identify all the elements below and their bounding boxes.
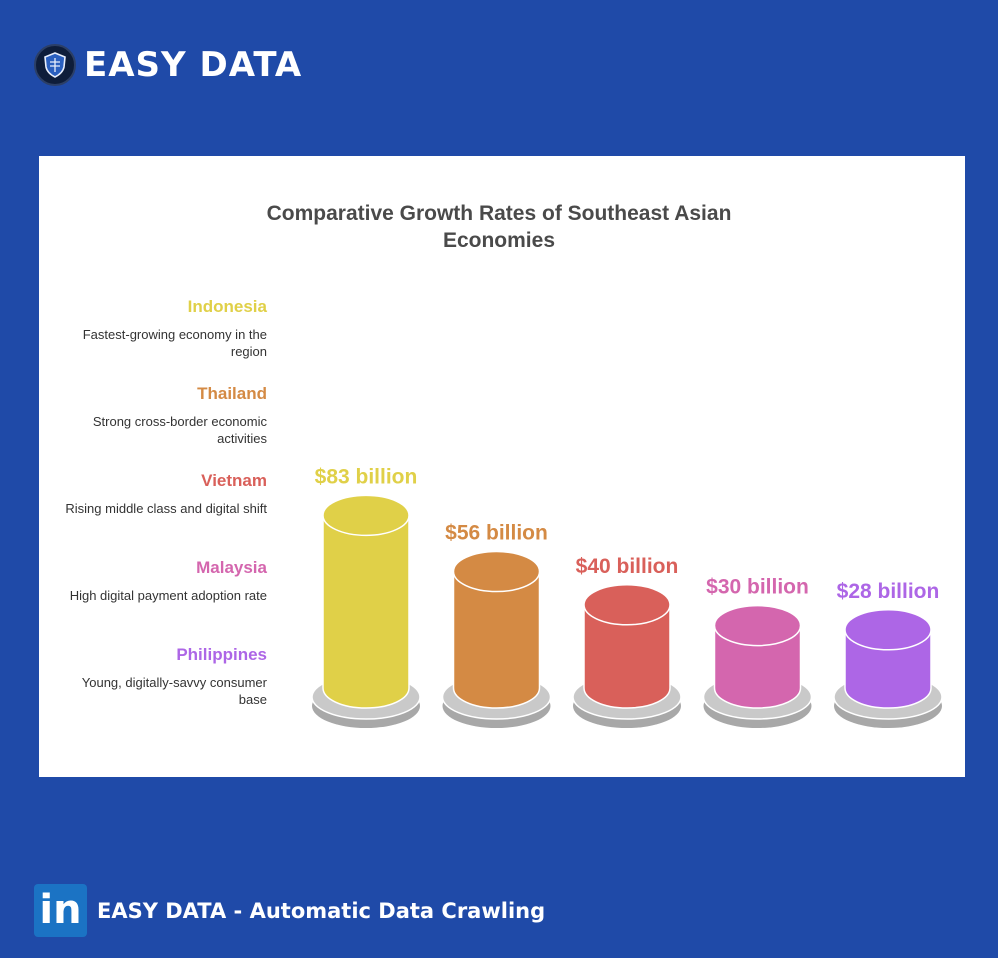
brand-header: EASY DATA [34, 44, 302, 86]
linkedin-icon[interactable]: in [34, 884, 87, 937]
legend-item: Thailand Strong cross-border economic act… [59, 383, 267, 470]
legend-name: Thailand [197, 384, 267, 403]
bar-chart-area: $83 billion $56 billion $40 billion $30 bil… [311, 465, 943, 728]
chart-card: Comparative Growth Rates of Southeast As… [39, 156, 965, 777]
bar-body [583, 604, 671, 709]
bar-philippines: $28 billion [833, 580, 943, 728]
legend-name: Vietnam [201, 471, 267, 490]
value-label: $30 billion [706, 576, 809, 599]
chart-title: Comparative Growth Rates of Southeast As… [266, 202, 732, 252]
footer: in EASY DATA - Automatic Data Crawling [34, 884, 545, 937]
bar-top [322, 494, 410, 537]
bar-body [844, 629, 932, 709]
bar-thailand: $56 billion [441, 522, 552, 728]
value-label: $40 billion [576, 555, 679, 578]
legend-name: Indonesia [187, 297, 267, 316]
legend-item: Indonesia Fastest-growing economy in the … [59, 296, 267, 383]
legend-item: Vietnam Rising middle class and digital s… [59, 470, 267, 557]
value-label: $28 billion [837, 580, 940, 603]
bar-vietnam: $40 billion [572, 555, 682, 728]
bar-top [583, 584, 671, 626]
bar-top [844, 609, 932, 651]
chart-legend: Indonesia Fastest-growing economy in the … [59, 296, 267, 731]
legend-item: Philippines Young, digitally-savvy consum… [59, 644, 267, 731]
bar-malaysia: $30 billion [702, 576, 813, 728]
legend-description: Rising middle class and digital shift [65, 501, 267, 516]
brand-title: EASY DATA [84, 45, 303, 85]
bar-indonesia: $83 billion [311, 465, 421, 728]
legend-description: Young, digitally-savvy consumer base [81, 675, 267, 707]
value-label: $56 billion [445, 522, 548, 545]
bar-top [713, 604, 802, 647]
legend-name: Philippines [176, 645, 267, 664]
legend-description: Fastest-growing economy in the region [82, 327, 267, 359]
legend-item: Malaysia High digital payment adoption ra… [59, 557, 267, 644]
bar-body [713, 624, 802, 709]
bar-body [452, 570, 541, 709]
legend-description: High digital payment adoption rate [69, 588, 267, 603]
bar-top [452, 550, 541, 593]
footer-text: EASY DATA - Automatic Data Crawling [97, 898, 546, 923]
value-label: $83 billion [315, 465, 418, 488]
legend-name: Malaysia [196, 558, 267, 577]
bar-body [322, 514, 410, 709]
shield-badge-icon [34, 44, 76, 86]
legend-description: Strong cross-border economic activities [92, 414, 267, 446]
